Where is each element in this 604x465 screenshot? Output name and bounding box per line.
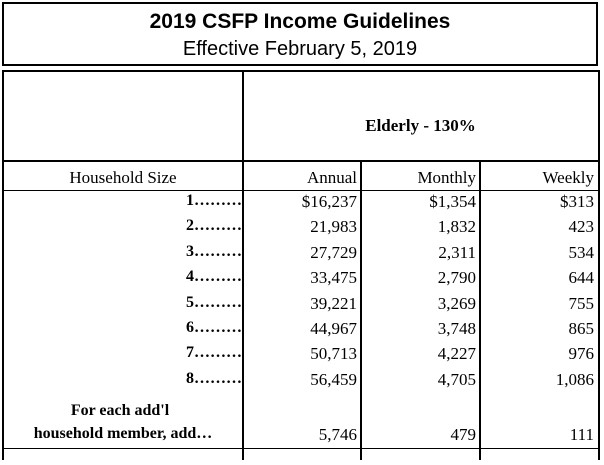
weekly-cell: 755 — [568, 293, 595, 313]
household-size-cell: 2……… — [186, 217, 242, 235]
monthly-cell: 2,311 — [438, 242, 476, 262]
page-title: 2019 CSFP Income Guidelines — [149, 10, 451, 33]
monthly-cell: $1,354 — [429, 192, 476, 211]
annual-cell: 21,983 — [310, 217, 357, 237]
additional-annual: 5,746 — [318, 425, 357, 444]
monthly-cell: 3,748 — [437, 319, 476, 338]
weekly-cell: 976 — [568, 344, 595, 364]
header-rule-top — [2, 160, 598, 162]
divider-annual — [360, 160, 362, 460]
household-size-cell: 1……… — [186, 192, 242, 209]
household-size-cell: 7……… — [186, 344, 242, 362]
weekly-cell: 865 — [568, 319, 595, 338]
annual-cell: 27,729 — [310, 242, 357, 262]
divider-household — [242, 70, 244, 460]
annual-cell: 39,221 — [310, 293, 357, 313]
household-size-cell: 3……… — [186, 242, 242, 260]
weekly-cell: 644 — [568, 268, 595, 288]
annual-cell: $16,237 — [301, 192, 357, 211]
monthly-cell: 1,832 — [437, 217, 476, 237]
annual-cell: 44,967 — [310, 319, 357, 338]
column-header-weekly: Weekly — [542, 168, 595, 187]
title-box: 2019 CSFP Income Guidelines Effective Fe… — [2, 2, 598, 66]
column-header-monthly: Monthly — [417, 168, 476, 187]
weekly-cell: 423 — [568, 217, 595, 237]
monthly-cell: 3,269 — [437, 293, 476, 313]
monthly-cell: 4,705 — [437, 369, 476, 389]
additional-label-line2: household member, add… — [33, 425, 213, 442]
divider-monthly — [479, 160, 481, 460]
group-header: Elderly - 130% — [365, 116, 476, 135]
household-size-cell: 8……… — [186, 369, 242, 387]
annual-cell: 50,713 — [310, 344, 357, 364]
table-bottom-rule — [2, 448, 598, 449]
weekly-cell: 534 — [568, 242, 595, 262]
page-subtitle: Effective February 5, 2019 — [182, 38, 418, 60]
household-size-cell: 6……… — [186, 319, 242, 336]
annual-cell: 56,459 — [310, 369, 357, 389]
column-header-household-size: Household Size — [69, 168, 177, 187]
header-rule-bottom — [2, 190, 598, 191]
column-header-annual: Annual — [306, 168, 357, 187]
table-frame — [2, 70, 600, 460]
household-size-cell: 4……… — [186, 268, 242, 286]
weekly-cell: $313 — [560, 192, 594, 211]
monthly-cell: 4,227 — [437, 344, 476, 364]
additional-label-line1: For each add'l — [70, 402, 170, 419]
monthly-cell: 2,790 — [437, 268, 476, 288]
annual-cell: 33,475 — [310, 268, 357, 288]
weekly-cell: 1,086 — [555, 369, 594, 389]
additional-monthly: 479 — [450, 425, 477, 444]
additional-weekly: 111 — [569, 425, 594, 444]
household-size-cell: 5……… — [186, 293, 242, 311]
